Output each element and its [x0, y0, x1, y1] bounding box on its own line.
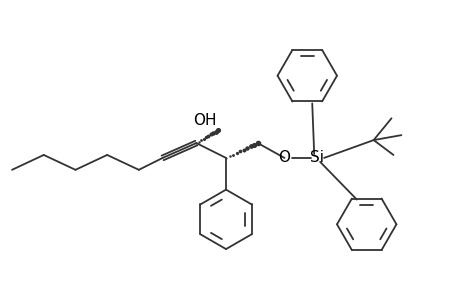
Text: OH: OH: [192, 113, 216, 128]
Text: Si: Si: [309, 150, 324, 165]
Text: O: O: [278, 150, 290, 165]
